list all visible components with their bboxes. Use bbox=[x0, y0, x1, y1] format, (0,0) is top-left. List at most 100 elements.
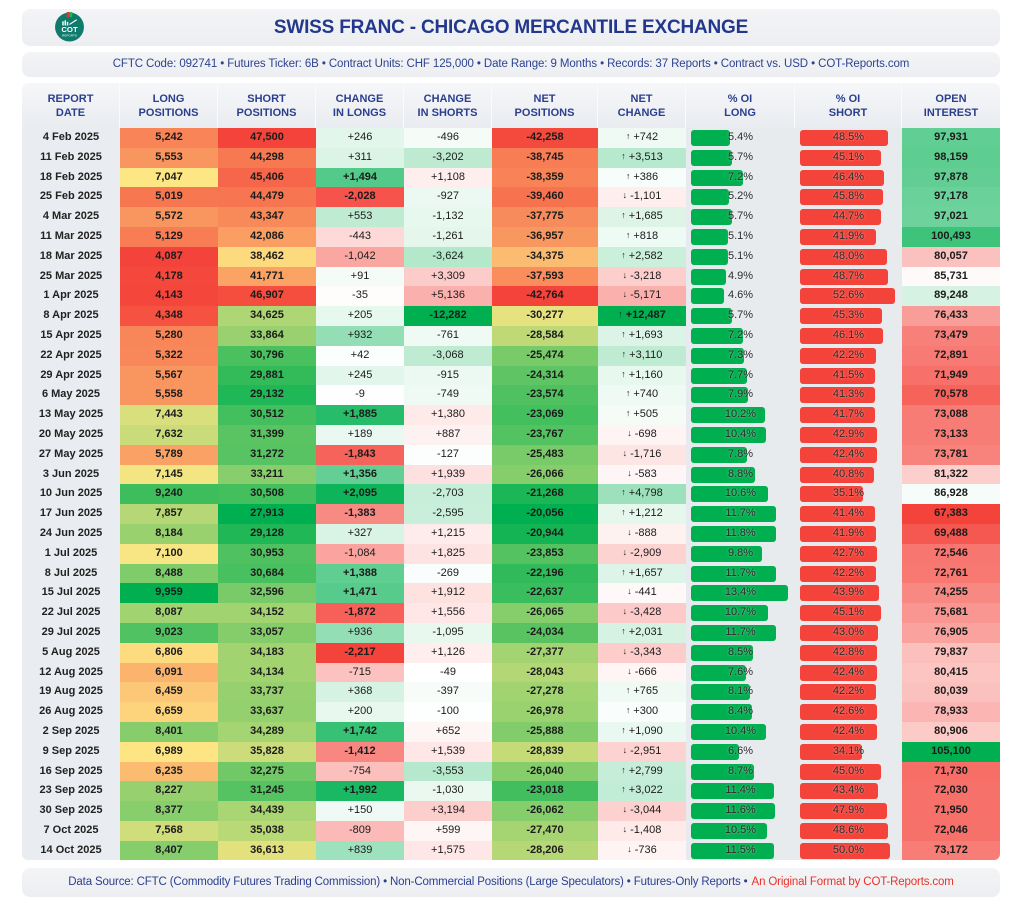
cell-change-in-shorts: -397 bbox=[404, 682, 492, 703]
column-header-line-2: LONG bbox=[724, 106, 756, 119]
net-change-value: +300 bbox=[633, 705, 659, 718]
cell-short-positions: 42,086 bbox=[218, 226, 316, 247]
cell-short-positions: 33,211 bbox=[218, 464, 316, 485]
column-header-pct-oi-short: % OI SHORT bbox=[795, 83, 902, 128]
cell-date: 18 Mar 2025 bbox=[22, 246, 120, 267]
pct-oi-long-label: 10.4% bbox=[724, 427, 757, 440]
cell-open-interest: 73,088 bbox=[902, 405, 1000, 425]
column-header-line-1: LONG bbox=[152, 92, 185, 105]
table-row: 22 Apr 2025 5,322 30,796 +42 -3,068 -25,474 ↑ +… bbox=[22, 345, 1000, 366]
cell-pct-oi-short: 42.2% bbox=[795, 345, 902, 366]
cell-long-positions: 7,047 bbox=[120, 167, 218, 188]
cell-net-positions: -25,474 bbox=[492, 345, 598, 366]
table-body: 4 Feb 2025 5,242 47,500 +246 -496 -42,258 ↑ +74… bbox=[22, 128, 1000, 861]
cell-change-in-shorts: -269 bbox=[404, 563, 492, 584]
cell-short-positions: 30,512 bbox=[218, 405, 316, 425]
column-header-open-interest: OPEN INTEREST bbox=[902, 83, 1000, 128]
table-row: 8 Apr 2025 4,348 34,625 +205 -12,282 -30,277 ↑… bbox=[22, 306, 1000, 326]
cell-pct-oi-long: 11.4% bbox=[686, 781, 795, 802]
cell-pct-oi-short: 42.7% bbox=[795, 543, 902, 564]
pct-oi-long-bar bbox=[691, 407, 765, 424]
arrow-up-icon: ↑ bbox=[621, 764, 626, 775]
arrow-up-icon: ↑ bbox=[625, 388, 631, 399]
cell-pct-oi-short: 41.5% bbox=[795, 365, 902, 386]
footer-source: Data Source: CFTC (Commodity Futures Tra… bbox=[68, 876, 748, 888]
pct-oi-short-label: 42.2% bbox=[832, 566, 865, 579]
cell-net-change: ↓ -1,101 bbox=[598, 187, 686, 208]
pct-oi-short-bar bbox=[800, 486, 864, 503]
pct-oi-short-label: 41.4% bbox=[832, 507, 865, 520]
arrow-up-icon: ↑ bbox=[621, 625, 626, 636]
cell-net-change: ↓ -3,428 bbox=[598, 603, 686, 623]
cell-open-interest: 78,933 bbox=[902, 702, 1000, 722]
cell-net-positions: -20,944 bbox=[492, 523, 598, 544]
cell-net-change: ↓ -666 bbox=[598, 662, 686, 683]
cell-open-interest: 72,030 bbox=[902, 781, 1000, 802]
cell-open-interest: 73,781 bbox=[902, 444, 1000, 465]
cell-net-positions: -25,888 bbox=[492, 721, 598, 742]
net-change-value: -2,909 bbox=[630, 546, 662, 559]
cell-pct-oi-short: 42.2% bbox=[795, 682, 902, 703]
cell-change-in-longs: -35 bbox=[316, 286, 404, 307]
cell-net-change: ↑ +505 bbox=[598, 405, 686, 425]
pct-oi-long-bar bbox=[691, 803, 775, 820]
column-header-line-1: % OI bbox=[727, 92, 753, 105]
pct-oi-long-bar bbox=[691, 387, 749, 404]
cell-long-positions: 4,178 bbox=[120, 266, 218, 287]
cell-net-change: ↑ +740 bbox=[598, 385, 686, 406]
pct-oi-short-bar bbox=[800, 704, 877, 721]
pct-oi-short-bar bbox=[800, 347, 877, 364]
cell-change-in-shorts: +3,194 bbox=[404, 801, 492, 821]
pct-oi-long-label: 7.2% bbox=[727, 170, 754, 183]
pct-oi-long-label: 11.7% bbox=[725, 507, 756, 520]
pct-oi-long-label: 5.4% bbox=[727, 131, 754, 143]
net-change-value: +3,513 bbox=[628, 150, 663, 163]
cell-net-positions: -39,460 bbox=[492, 187, 598, 208]
cell-net-positions: -23,018 bbox=[492, 781, 598, 802]
cell-net-change: ↓ -1,408 bbox=[598, 820, 686, 841]
pct-oi-long-label: 11.6% bbox=[725, 804, 756, 817]
cell-open-interest: 70,578 bbox=[902, 385, 1000, 406]
net-change-value: +1,693 bbox=[628, 328, 663, 341]
net-change-value: -888 bbox=[634, 526, 657, 539]
cell-change-in-shorts: +1,108 bbox=[404, 167, 492, 188]
cell-open-interest: 97,931 bbox=[902, 128, 1000, 148]
cell-change-in-longs: +1,742 bbox=[316, 721, 404, 742]
cell-long-positions: 5,280 bbox=[120, 325, 218, 346]
cell-net-change: ↑ +4,798 bbox=[598, 484, 686, 505]
cell-short-positions: 34,439 bbox=[218, 801, 316, 821]
cell-date: 11 Feb 2025 bbox=[22, 147, 120, 168]
cell-change-in-shorts: +1,825 bbox=[404, 543, 492, 564]
arrow-up-icon: ↑ bbox=[621, 784, 626, 795]
cell-short-positions: 38,462 bbox=[218, 246, 316, 267]
arrow-up-icon: ↑ bbox=[621, 724, 626, 735]
arrow-up-icon: ↑ bbox=[625, 705, 631, 716]
table-row: 23 Sep 2025 8,227 31,245 +1,992 -1,030 -23,01… bbox=[22, 781, 1000, 802]
pct-oi-short-label: 45.1% bbox=[832, 150, 865, 163]
cell-open-interest: 71,949 bbox=[902, 365, 1000, 386]
cell-pct-oi-long: 7.9% bbox=[686, 385, 795, 406]
cell-change-in-longs: +150 bbox=[316, 801, 404, 821]
cell-pct-oi-long: 7.7% bbox=[686, 365, 795, 386]
net-change-value: -698 bbox=[634, 427, 657, 440]
logo-subtext: REPORTS bbox=[62, 33, 77, 37]
cell-change-in-shorts: -3,553 bbox=[404, 761, 492, 782]
pct-oi-short-bar bbox=[800, 308, 882, 325]
net-change-value: -2,951 bbox=[630, 744, 662, 757]
table-row: 26 Aug 2025 6,659 33,637 +200 -100 -26,978 ↑ +3… bbox=[22, 702, 1000, 722]
cell-net-change: ↑ +1,212 bbox=[598, 504, 686, 524]
column-header-net-change: NET CHANGE bbox=[598, 83, 686, 128]
cell-net-positions: -23,767 bbox=[492, 424, 598, 445]
cell-date: 7 Oct 2025 bbox=[22, 820, 120, 841]
cell-change-in-longs: -1,843 bbox=[316, 444, 404, 465]
cell-date: 15 Jul 2025 bbox=[22, 583, 120, 604]
net-change-value: +1,160 bbox=[628, 368, 663, 381]
pct-oi-long-bar bbox=[691, 149, 733, 166]
cell-open-interest: 105,100 bbox=[902, 741, 1000, 762]
cell-short-positions: 32,275 bbox=[218, 761, 316, 782]
table-row: 29 Apr 2025 5,567 29,881 +245 -915 -24,314 ↑ +1… bbox=[22, 365, 1000, 386]
pct-oi-long-label: 10.7% bbox=[724, 606, 757, 619]
cell-short-positions: 30,684 bbox=[218, 563, 316, 584]
cell-change-in-longs: +205 bbox=[316, 306, 404, 326]
cell-net-positions: -26,066 bbox=[492, 464, 598, 485]
